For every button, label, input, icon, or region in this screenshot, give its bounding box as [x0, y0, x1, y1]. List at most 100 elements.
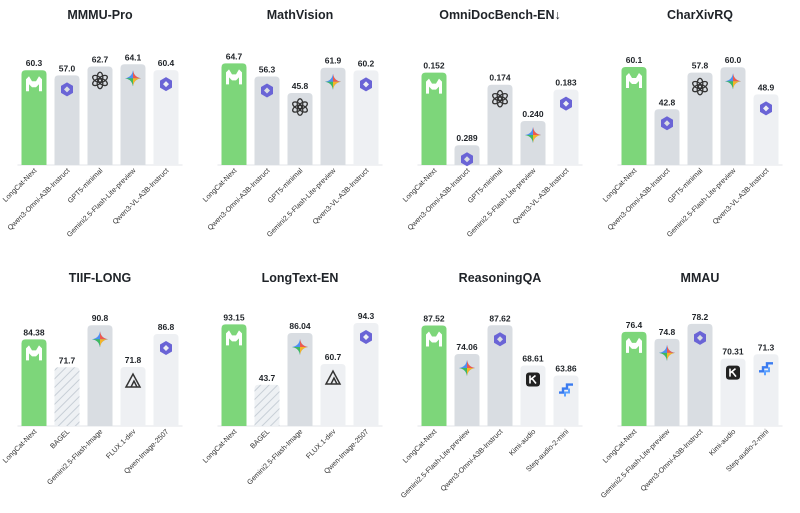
openai-icon [692, 77, 708, 96]
value-label: 56.3 [259, 65, 276, 75]
value-label: 60.2 [358, 58, 375, 68]
longcat-icon [26, 76, 42, 92]
bar-qwen3-omni-a3b-instruct [254, 76, 280, 165]
chart-panel-mathvision: MathVision64.7LongCat-Next56.3Qwen3-Omni… [201, 8, 383, 239]
value-label: 0.240 [522, 109, 544, 119]
value-label: 45.8 [292, 81, 309, 91]
bar-step-audio-2-mini [553, 375, 579, 426]
category-label: FLUX.1-dev [304, 427, 338, 461]
category-label: Qwen3-Omni-A3B-Instruct [605, 166, 671, 232]
gemini-icon [125, 70, 141, 87]
value-label: 76.4 [626, 320, 643, 330]
bar-gemini2-5-flash-image [287, 333, 313, 426]
qwen-icon [360, 329, 372, 344]
bar-gpt5-minimal [687, 72, 713, 165]
value-label: 84.38 [23, 327, 45, 337]
category-label: Qwen3-Omni-A3B-Instruct [638, 427, 704, 493]
value-label: 60.7 [325, 352, 342, 362]
bar-gemini2-5-flash-lite-preview [120, 64, 146, 165]
bar-longcat-next [221, 324, 247, 426]
value-label: 74.06 [456, 342, 478, 352]
value-label: 87.62 [489, 313, 511, 323]
gemini-icon [325, 73, 341, 90]
chart-panel-reasoningqa: ReasoningQA87.52LongCat-Next74.06Gemini2… [399, 271, 583, 500]
bar-bagel [54, 367, 80, 426]
flux-icon [124, 372, 142, 388]
qwen-icon [160, 77, 172, 92]
bar-qwen3-vl-a3b-instruct [553, 89, 579, 165]
kimi-icon [526, 372, 540, 387]
qwen-icon [160, 341, 172, 356]
qwen-icon [560, 96, 572, 111]
longcat-icon [426, 331, 442, 347]
bar-qwen3-omni-a3b-instruct [654, 109, 680, 165]
openai-icon [92, 71, 108, 90]
gemini-icon [292, 339, 308, 356]
bar-gpt5-minimal [487, 84, 513, 165]
value-label: 62.7 [92, 54, 109, 64]
bar-longcat-next [21, 339, 47, 426]
value-label: 93.15 [223, 312, 245, 322]
category-label: BAGEL [48, 427, 71, 450]
category-label: Qwen3-VL-A3B-Instruct [110, 166, 170, 226]
bar-flux-1-dev [120, 367, 146, 426]
category-label: Qwen3-VL-A3B-Instruct [510, 166, 570, 226]
chart-title: LongText-EN [262, 271, 339, 285]
value-label: 71.7 [59, 355, 76, 365]
gemini-icon [725, 73, 741, 90]
longcat-icon [426, 78, 442, 94]
category-label: Qwen3-VL-A3B-Instruct [310, 166, 370, 226]
value-label: 60.3 [26, 58, 43, 68]
gemini-icon [459, 359, 475, 376]
value-label: 60.4 [158, 58, 175, 68]
bar-longcat-next [221, 63, 247, 166]
value-label: 74.8 [659, 327, 676, 337]
bar-longcat-next [621, 331, 647, 426]
chart-title: ReasoningQA [459, 271, 542, 285]
openai-icon [492, 89, 508, 108]
value-label: 60.1 [626, 55, 643, 65]
qwen-icon [661, 116, 673, 131]
value-label: 63.86 [555, 364, 577, 374]
value-label: 94.3 [358, 311, 375, 321]
chart-panel-mmmu-pro: MMMU-Pro60.3LongCat-Next57.0Qwen3-Omni-A… [1, 8, 183, 239]
chart-panel-mmau: MMAU76.4LongCat-Next74.8Gemini2.5-Flash-… [599, 271, 783, 500]
qwen-icon [494, 332, 506, 347]
value-label: 64.7 [226, 51, 243, 61]
value-label: 86.8 [158, 322, 175, 332]
value-label: 90.8 [92, 313, 109, 323]
value-label: 61.9 [325, 56, 342, 66]
value-label: 71.3 [758, 342, 775, 352]
gemini-icon [659, 344, 675, 361]
chart-panel-tiif-long: TIIF-LONG 84.38 LongCat-Next 71.7 BAGEL 90.8 G… [1, 271, 183, 487]
value-label: 57.8 [692, 61, 709, 71]
bar-longcat-next [621, 66, 647, 165]
longcat-icon [226, 69, 242, 85]
openai-icon [292, 98, 308, 116]
value-label: 70.31 [722, 347, 744, 357]
value-label: 48.9 [758, 82, 775, 92]
qwen-icon [461, 152, 473, 167]
bar-longcat-next [421, 325, 447, 426]
bar-gemini2-5-flash-lite-preview [454, 353, 480, 426]
bar-gpt5-minimal [287, 93, 313, 165]
value-label: 42.8 [659, 97, 676, 107]
bar-bagel [254, 384, 280, 426]
step-icon [759, 362, 773, 376]
bar-gpt5-minimal [87, 66, 113, 165]
value-label: 87.52 [423, 313, 445, 323]
chart-panel-longtext-en: LongText-EN 93.15 LongCat-Next 43.7 BAGEL 86.… [201, 271, 383, 487]
longcat-icon [226, 330, 242, 346]
category-label: Gemini2.5-Flash-Image [245, 427, 304, 486]
category-label: FLUX.1-dev [104, 427, 138, 461]
bar-longcat-next [21, 70, 47, 165]
bar-gemini2-5-flash-image [87, 325, 113, 426]
chart-title: OmniDocBench-EN↓ [439, 8, 561, 22]
bar-longcat-next [421, 72, 447, 165]
bar-qwen-image-2507 [353, 322, 379, 426]
bar-qwen-image-2507 [153, 334, 179, 426]
bar-flux-1-dev [320, 364, 346, 426]
chart-title: MMMU-Pro [67, 8, 133, 22]
step-icon [559, 383, 573, 397]
